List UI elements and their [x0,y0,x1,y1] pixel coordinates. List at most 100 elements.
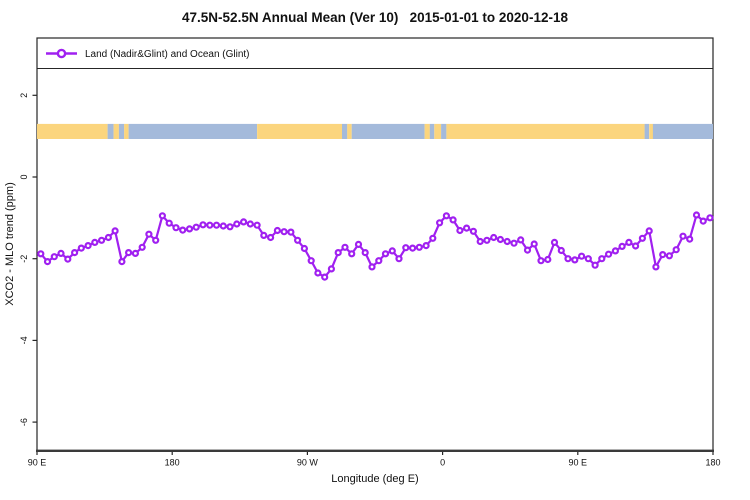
data-point-marker [300,244,308,253]
land-ocean-band [37,123,713,139]
data-point-marker [496,235,504,244]
data-point-marker [253,221,261,229]
data-point-marker [361,249,369,257]
data-point-marker [77,244,85,252]
data-point-marker [267,233,275,242]
ocean-segment [429,123,435,139]
land-segment [124,123,129,139]
data-point-marker [158,212,166,220]
land-segment [446,123,645,139]
data-point-marker [456,226,464,235]
land-segment [434,123,442,139]
data-point-marker [354,240,363,248]
data-point-marker [598,255,606,263]
data-point-marker [118,258,126,266]
ocean-segment [652,123,713,139]
ocean-segment [644,123,650,139]
data-point-marker [530,240,538,248]
data-point-marker [192,223,200,231]
data-point-marker [659,251,667,259]
data-point-marker [97,236,106,244]
data-point-marker [706,214,714,222]
data-point-marker [604,250,613,258]
data-point-marker [172,224,180,232]
legend-marker-icon [56,48,67,59]
data-point-marker [503,237,511,246]
data-point-marker [206,221,214,229]
data-series [37,211,714,281]
y-tick-label: -4 [19,336,29,344]
data-point-marker [550,238,559,246]
data-point-marker [233,220,241,228]
data-point-marker [57,249,65,257]
data-point-marker [544,255,552,264]
data-point-marker [395,255,403,263]
ocean-segment [351,123,425,139]
data-point-marker [625,238,633,246]
data-point-marker [294,236,302,244]
data-point-marker [240,218,248,226]
y-tick-label: -6 [19,418,29,426]
data-point-marker [442,212,450,220]
x-tick-label: 180 [165,458,180,468]
data-point-marker [348,250,356,258]
data-point-marker [321,273,329,281]
data-point-marker [219,222,227,230]
data-point-marker [611,247,620,255]
data-point-marker [165,219,173,227]
data-point-marker [672,246,680,254]
data-point-marker [402,244,410,252]
ocean-segment [107,123,114,139]
land-segment [649,123,653,139]
data-point-marker [185,225,194,233]
data-point-marker [111,227,119,235]
data-point-marker [179,226,187,234]
data-point-marker [307,257,315,265]
ocean-segment [342,123,348,139]
data-point-marker [37,250,45,258]
data-point-marker [537,257,545,265]
land-segment [347,123,352,139]
data-point-marker [591,261,599,269]
y-axis-label: XCO2 - MLO trend (ppm) [4,182,16,305]
data-point-marker [638,234,647,242]
data-point-marker [64,255,72,263]
ocean-segment [441,123,447,139]
series-line [39,213,712,279]
y-tick-label: 2 [19,93,29,98]
data-point-marker [483,236,491,244]
data-point-marker [665,252,674,260]
land-segment [257,123,342,139]
x-axis-ticks: 90 E 180 90 W 0 90 E 180 [28,450,721,468]
data-point-marker [145,230,153,238]
land-segment [37,123,108,139]
data-point-marker [287,228,295,236]
data-point-marker [577,252,586,260]
data-point-marker [152,236,160,244]
data-point-marker [699,217,707,225]
data-point-marker [199,221,207,229]
data-point-marker [422,242,430,250]
data-point-marker [469,227,477,235]
data-point-marker [517,236,525,244]
land-segment [113,123,119,139]
data-point-marker [510,239,518,247]
data-point-marker [618,242,626,250]
data-point-marker [449,216,457,224]
data-point-marker [314,269,322,277]
x-axis-label: Longitude (deg E) [331,473,418,485]
data-point-marker [388,247,396,255]
data-point-marker [409,244,417,252]
chart-title: 47.5N-52.5N Annual Mean (Ver 10) 2015-01… [182,10,568,25]
ocean-segment [128,123,257,139]
data-point-marker [91,238,99,246]
data-point-marker [686,235,694,243]
data-point-marker [631,242,640,250]
data-point-marker [212,221,221,229]
data-point-marker [327,265,335,273]
data-point-marker [523,246,532,254]
data-point-marker [564,255,572,263]
data-point-marker [429,234,437,242]
data-point-marker [571,256,579,264]
